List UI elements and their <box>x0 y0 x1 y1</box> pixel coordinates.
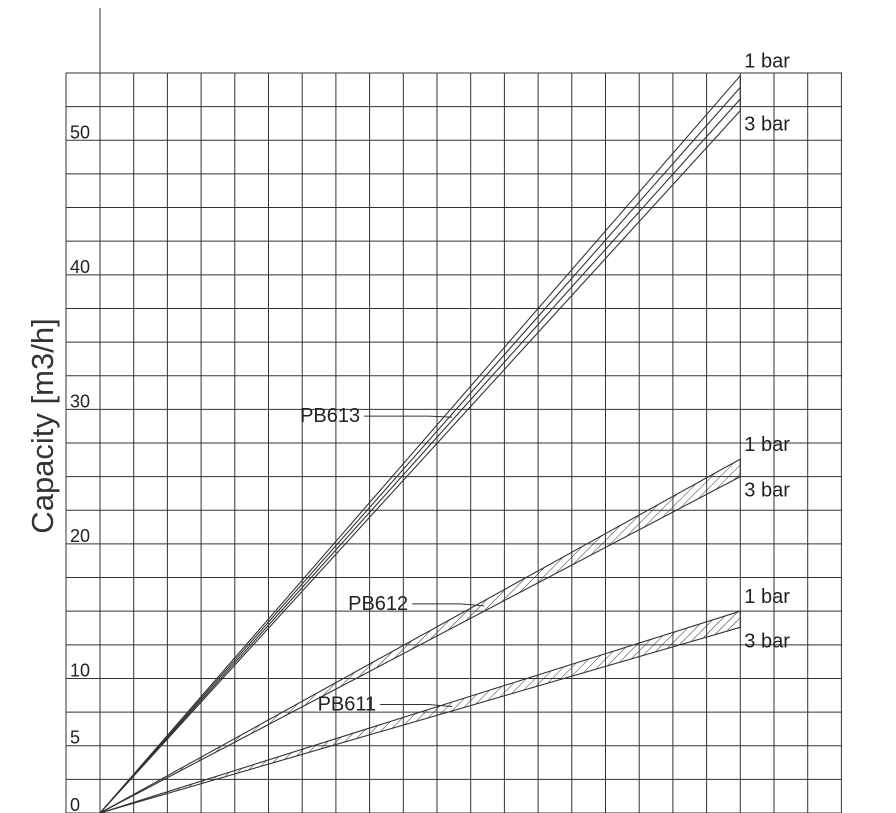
series-leader-line <box>412 603 485 607</box>
series-name-label: PB611 <box>318 693 377 715</box>
series-name-label: PB613 <box>300 405 360 427</box>
series-line <box>99 610 741 813</box>
pressure-label: 1 bar <box>744 434 790 456</box>
y-tick-label: 20 <box>70 526 90 546</box>
series-band-line <box>99 86 741 813</box>
series-line <box>99 626 741 813</box>
series-line <box>99 110 741 813</box>
pressure-label: 1 bar <box>744 586 790 608</box>
y-tick-label: 0 <box>70 795 80 813</box>
pressure-label: 3 bar <box>744 480 790 502</box>
pressure-label: 3 bar <box>744 114 790 136</box>
chart-grid <box>65 72 842 813</box>
y-tick-label: 5 <box>70 728 80 748</box>
y-tick-label: 40 <box>70 257 90 277</box>
series-layer <box>99 75 741 813</box>
series-line <box>99 75 741 813</box>
series-band-line <box>99 98 741 813</box>
series-line <box>99 458 741 813</box>
pressure-label: 3 bar <box>744 630 790 652</box>
y-tick-label: 30 <box>70 391 90 411</box>
series-leader-line <box>380 703 453 707</box>
y-tick-labels: 0 5 10 20 30 40 50 <box>70 122 90 813</box>
pressure-label: 1 bar <box>744 51 790 73</box>
annotation-layer: 1 bar 3 bar PB613 1 bar 3 bar PB612 1 bar 3 bar… <box>300 51 790 716</box>
series-leader-line <box>364 415 453 418</box>
y-tick-label: 10 <box>70 660 90 680</box>
series-line <box>99 476 741 813</box>
series-name-label: PB612 <box>348 593 408 615</box>
y-tick-label: 50 <box>70 122 90 142</box>
y-axis-label: Capacity [m3/h] <box>25 318 60 533</box>
